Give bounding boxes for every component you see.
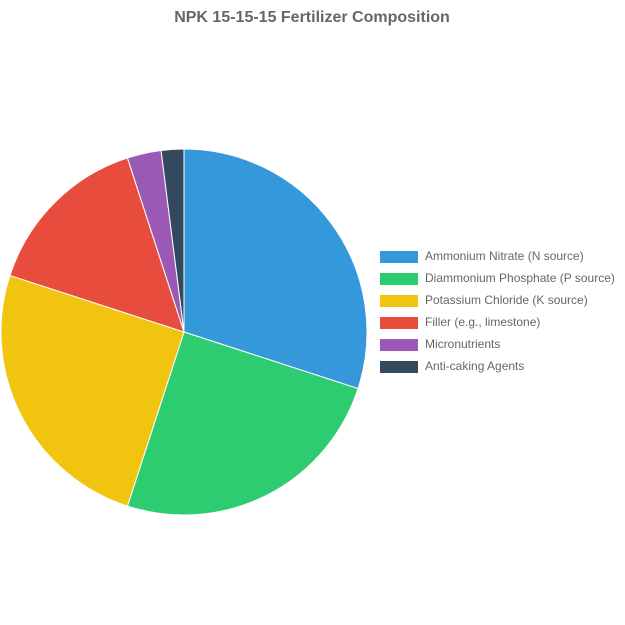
legend-swatch: [380, 317, 418, 329]
pie-slice: [126, 331, 359, 516]
legend-swatch: [380, 251, 418, 263]
legend-swatch: [380, 273, 418, 285]
legend-swatch: [380, 361, 418, 373]
chart-title: NPK 15-15-15 Fertilizer Composition: [174, 9, 450, 26]
pie-slice: [160, 148, 185, 333]
legend-label: Filler (e.g., limestone): [425, 315, 540, 329]
legend-swatch: [380, 295, 418, 307]
pie-slice: [183, 148, 368, 390]
legend-label: Anti-caking Agents: [425, 359, 524, 373]
legend-label: Micronutrients: [425, 337, 500, 351]
pie-slice: [9, 157, 185, 333]
legend-label: Potassium Chloride (K source): [425, 293, 588, 307]
legend-label: Diammonium Phosphate (P source): [425, 271, 615, 285]
legend-swatch: [380, 339, 418, 351]
pie-slice: [0, 274, 185, 507]
legend-label: Ammonium Nitrate (N source): [425, 249, 584, 263]
